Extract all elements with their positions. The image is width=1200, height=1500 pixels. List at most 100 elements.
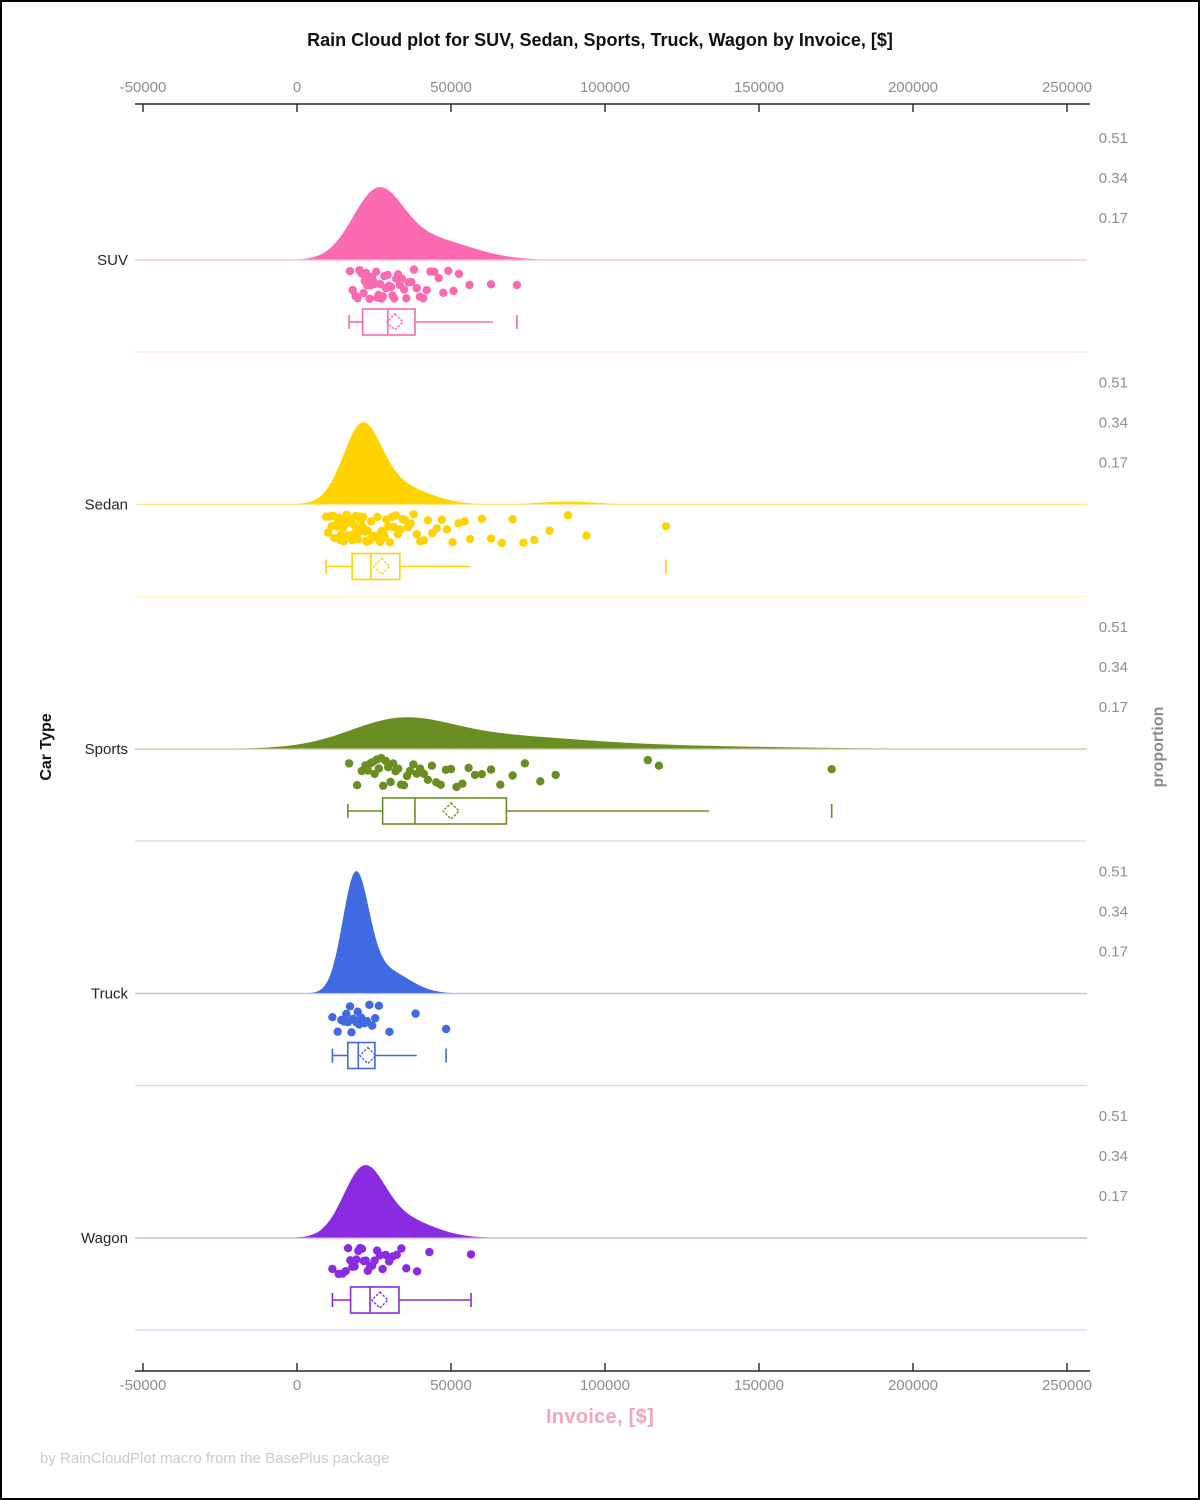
scatter-point-suv <box>390 294 399 303</box>
y-axis-title-proportion: proportion <box>1150 706 1167 788</box>
mean-diamond <box>358 1046 377 1065</box>
scatter-point-suv <box>407 277 416 287</box>
density-curve-sedan <box>297 422 661 505</box>
scatter-point-sports <box>379 781 388 790</box>
x-axis-tick-label-top: 200000 <box>888 79 938 96</box>
scatter-point-wagon <box>378 1264 387 1274</box>
proportion-tick-label: 0.51 <box>1099 619 1128 636</box>
x-axis-tick-label-bottom: 150000 <box>734 1377 784 1394</box>
scatter-point-sedan <box>391 511 401 520</box>
scatter-point-suv <box>430 267 439 276</box>
x-axis-title-invoice: Invoice, [$] <box>545 1406 655 1428</box>
scatter-point-wagon <box>328 1264 337 1274</box>
scatter-point-sedan <box>334 513 344 522</box>
scatter-point-sports <box>363 766 372 775</box>
scatter-point-sports <box>436 780 445 789</box>
proportion-tick-label: 0.17 <box>1099 210 1128 227</box>
proportion-tick-label: 0.51 <box>1099 130 1128 147</box>
scatter-point-sports <box>464 763 473 773</box>
box-sedan <box>351 552 401 581</box>
scatter-point-suv <box>434 273 443 283</box>
scatter-point-sports <box>409 760 418 769</box>
density-curve-sports <box>204 717 929 749</box>
scatter-point-sports <box>352 781 362 790</box>
density-curve-suv <box>284 187 575 260</box>
scatter-point-suv <box>402 294 411 303</box>
scatter-point-wagon <box>392 1250 401 1260</box>
scatter-point-sedan <box>460 517 469 526</box>
scatter-point-sedan <box>353 535 362 544</box>
scatter-point-sports <box>827 765 836 774</box>
scatter-point-wagon <box>397 1244 406 1253</box>
scatter-point-sports <box>344 759 354 768</box>
scatter-point-truck <box>441 1024 451 1034</box>
scatter-point-sedan <box>409 510 418 519</box>
scatter-point-truck <box>365 1000 374 1009</box>
density-curve-truck <box>303 871 488 994</box>
scatter-point-suv <box>378 292 388 301</box>
scatter-point-sedan <box>380 533 389 542</box>
scatter-point-sports <box>423 775 433 784</box>
scatter-point-sedan <box>582 531 591 540</box>
x-axis-tick-label-bottom: 50000 <box>430 1377 472 1394</box>
box-wagon <box>349 1286 400 1314</box>
scatter-point-sedan <box>396 525 405 534</box>
scatter-point-sedan <box>437 515 446 524</box>
scatter-point-sedan <box>508 514 517 524</box>
scatter-point-truck <box>371 1014 380 1023</box>
mean-diamond <box>372 557 391 576</box>
scatter-point-suv <box>409 265 419 274</box>
scatter-point-sports <box>551 770 560 780</box>
scatter-point-truck <box>342 1009 351 1019</box>
scatter-point-sedan <box>423 516 433 525</box>
density-curve-wagon <box>284 1165 519 1238</box>
scatter-point-sedan <box>442 525 452 534</box>
scatter-point-suv <box>444 266 453 275</box>
scatter-point-sports <box>477 770 486 779</box>
scatter-point-suv <box>372 267 381 276</box>
scatter-point-sports <box>520 759 530 768</box>
scatter-point-sports <box>508 771 517 780</box>
scatter-point-suv <box>465 280 474 290</box>
proportion-tick-label: 0.34 <box>1099 659 1128 676</box>
scatter-point-sports <box>386 777 395 787</box>
scatter-point-sports <box>643 755 652 765</box>
scatter-point-wagon <box>466 1250 476 1259</box>
proportion-tick-label: 0.17 <box>1099 943 1128 960</box>
x-axis-tick-label-bottom: -50000 <box>120 1377 167 1394</box>
scatter-point-sports <box>446 764 456 774</box>
x-axis-tick-label-top: 250000 <box>1042 79 1092 96</box>
x-axis-tick-label-bottom: 100000 <box>580 1377 630 1394</box>
scatter-point-wagon <box>341 1267 350 1276</box>
box-suv <box>361 308 416 336</box>
scatter-point-sedan <box>412 530 421 539</box>
chart-title: Rain Cloud plot for SUV, Sedan, Sports, … <box>307 30 893 50</box>
category-label-truck: Truck <box>91 985 128 1002</box>
proportion-tick-label: 0.34 <box>1099 414 1128 431</box>
scatter-point-suv <box>386 282 396 292</box>
scatter-point-sports <box>536 777 545 786</box>
scatter-point-truck <box>328 1013 337 1022</box>
proportion-tick-label: 0.51 <box>1099 863 1128 880</box>
category-label-sedan: Sedan <box>85 496 128 513</box>
scatter-point-sedan <box>519 538 528 547</box>
mean-diamond <box>442 802 460 820</box>
scatter-point-sedan <box>363 526 372 536</box>
scatter-point-truck <box>345 1002 355 1011</box>
scatter-point-sedan <box>465 534 475 544</box>
scatter-point-suv <box>353 293 362 303</box>
scatter-point-suv <box>412 284 421 293</box>
scatter-point-wagon <box>346 1256 355 1265</box>
x-axis-tick-label-bottom: 0 <box>293 1377 301 1394</box>
scatter-point-suv <box>397 274 407 283</box>
attribution-footer: by RainCloudPlot macro from the BasePlus… <box>40 1450 390 1467</box>
scatter-point-truck <box>411 1009 420 1018</box>
scatter-point-sports <box>419 769 429 778</box>
scatter-point-suv <box>454 269 464 279</box>
scatter-point-suv <box>419 294 428 303</box>
mean-diamond <box>370 1291 389 1309</box>
scatter-point-sports <box>388 759 398 768</box>
scatter-point-sedan <box>661 522 671 531</box>
scatter-point-sports <box>654 761 664 770</box>
